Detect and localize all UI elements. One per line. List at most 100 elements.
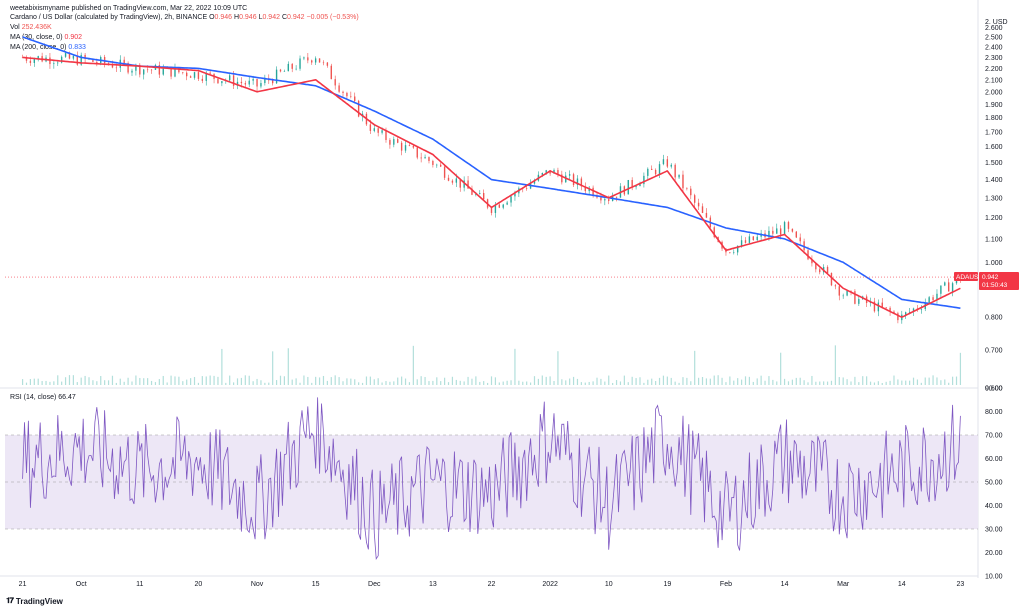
- volume-bar: [287, 348, 289, 385]
- volume-bar: [662, 375, 665, 385]
- candle-body: [568, 174, 571, 176]
- publisher-text: weetabixismyname published on TradingVie…: [10, 5, 248, 12]
- candle-body: [131, 70, 133, 73]
- volume-bar: [330, 377, 332, 385]
- time-tick-label: 14: [781, 581, 789, 588]
- candle-body: [658, 164, 661, 175]
- volume-bar: [690, 381, 692, 385]
- candle-body: [408, 145, 411, 146]
- candle-body: [697, 202, 700, 207]
- volume-bar: [221, 348, 223, 385]
- candle-body: [37, 56, 39, 59]
- volume-bar: [909, 380, 911, 385]
- candle-body: [545, 170, 547, 174]
- volume-bar: [166, 382, 168, 385]
- candle-body: [893, 311, 895, 314]
- candle-body: [920, 308, 923, 310]
- time-tick-label: 22: [488, 581, 496, 588]
- rsi-series: [22, 397, 961, 560]
- candle-body: [170, 66, 172, 77]
- volume-bar: [760, 375, 762, 385]
- volume-bar: [236, 378, 239, 385]
- volume-bar: [428, 381, 430, 385]
- candle-body: [662, 159, 665, 165]
- time-tick-label: Feb: [720, 581, 732, 588]
- rsi-label: RSI (14, close): [10, 394, 57, 401]
- candle-body: [463, 180, 465, 188]
- volume-bar: [275, 380, 278, 385]
- volume-bar: [701, 377, 704, 385]
- volume-bar: [150, 380, 153, 385]
- candle-body: [858, 299, 860, 304]
- time-tick-label: 21: [19, 581, 27, 588]
- volume-bar: [436, 377, 438, 385]
- candle-body: [209, 72, 211, 74]
- candle-body: [838, 286, 840, 296]
- volume-bar: [694, 350, 696, 385]
- volume-bar: [869, 381, 872, 385]
- volume-bar: [174, 376, 176, 385]
- volume-bar: [549, 376, 551, 385]
- rsi-tick-label: 80.00: [985, 409, 1003, 416]
- volume-bar: [33, 378, 35, 385]
- candle-body: [275, 69, 278, 84]
- candle-body: [889, 307, 891, 312]
- volume-bar: [615, 380, 618, 385]
- price-tick-label: 0.600: [985, 386, 1003, 393]
- volume-bar: [795, 377, 797, 385]
- candle-body: [651, 168, 653, 170]
- candle-body: [377, 128, 379, 133]
- volume-bar: [928, 377, 930, 385]
- price-tick-label: 0.700: [985, 348, 1003, 355]
- volume-bar: [819, 381, 821, 385]
- candle-body: [103, 56, 106, 64]
- candle-body: [615, 196, 618, 198]
- candle-body: [232, 75, 235, 86]
- volume-bar: [205, 376, 207, 385]
- candle-body: [928, 297, 930, 303]
- candle-body: [631, 180, 633, 188]
- volume-bar: [432, 380, 434, 385]
- volume-bar: [131, 381, 133, 385]
- volume-bar: [526, 381, 528, 385]
- volume-bar: [948, 382, 950, 385]
- volume-bar: [850, 381, 852, 385]
- volume-bar: [756, 378, 758, 385]
- badge-price-box: [979, 272, 1019, 291]
- volume-bar: [643, 382, 645, 385]
- price-tick-label: 1.100: [985, 236, 1003, 243]
- candle-body: [385, 130, 387, 140]
- volume-bar: [147, 378, 149, 385]
- volume-bar: [721, 377, 723, 385]
- time-tick-label: 2022: [542, 581, 558, 588]
- volume-bar: [272, 351, 274, 385]
- candle-body: [283, 71, 286, 72]
- candle-body: [713, 227, 715, 238]
- candle-body: [525, 188, 528, 190]
- volume-bar: [686, 377, 688, 385]
- volume-bar: [451, 376, 454, 385]
- candle-body: [186, 72, 188, 77]
- volume-bar: [80, 377, 82, 385]
- candle-body: [647, 168, 649, 176]
- rsi-tick-label: 10.00: [985, 574, 1003, 581]
- candle-body: [127, 63, 129, 73]
- candle-body: [436, 164, 438, 166]
- candle-body: [178, 67, 180, 73]
- volume-bar: [811, 375, 813, 385]
- candle-body: [912, 308, 915, 312]
- candle-body: [572, 174, 575, 186]
- volume-bar: [604, 381, 606, 385]
- candle-body: [287, 63, 290, 72]
- rsi-tick-label: 40.00: [985, 503, 1003, 510]
- volume-bar: [393, 381, 395, 385]
- ma30-value: 0.902: [64, 34, 83, 41]
- candle-body: [834, 285, 837, 287]
- tradingview-footer[interactable]: 𝟏𝟕 TradingView: [6, 596, 63, 606]
- price-tick-label: 2.600: [985, 25, 1003, 32]
- candle-body: [412, 145, 415, 148]
- volume-bar: [361, 382, 364, 385]
